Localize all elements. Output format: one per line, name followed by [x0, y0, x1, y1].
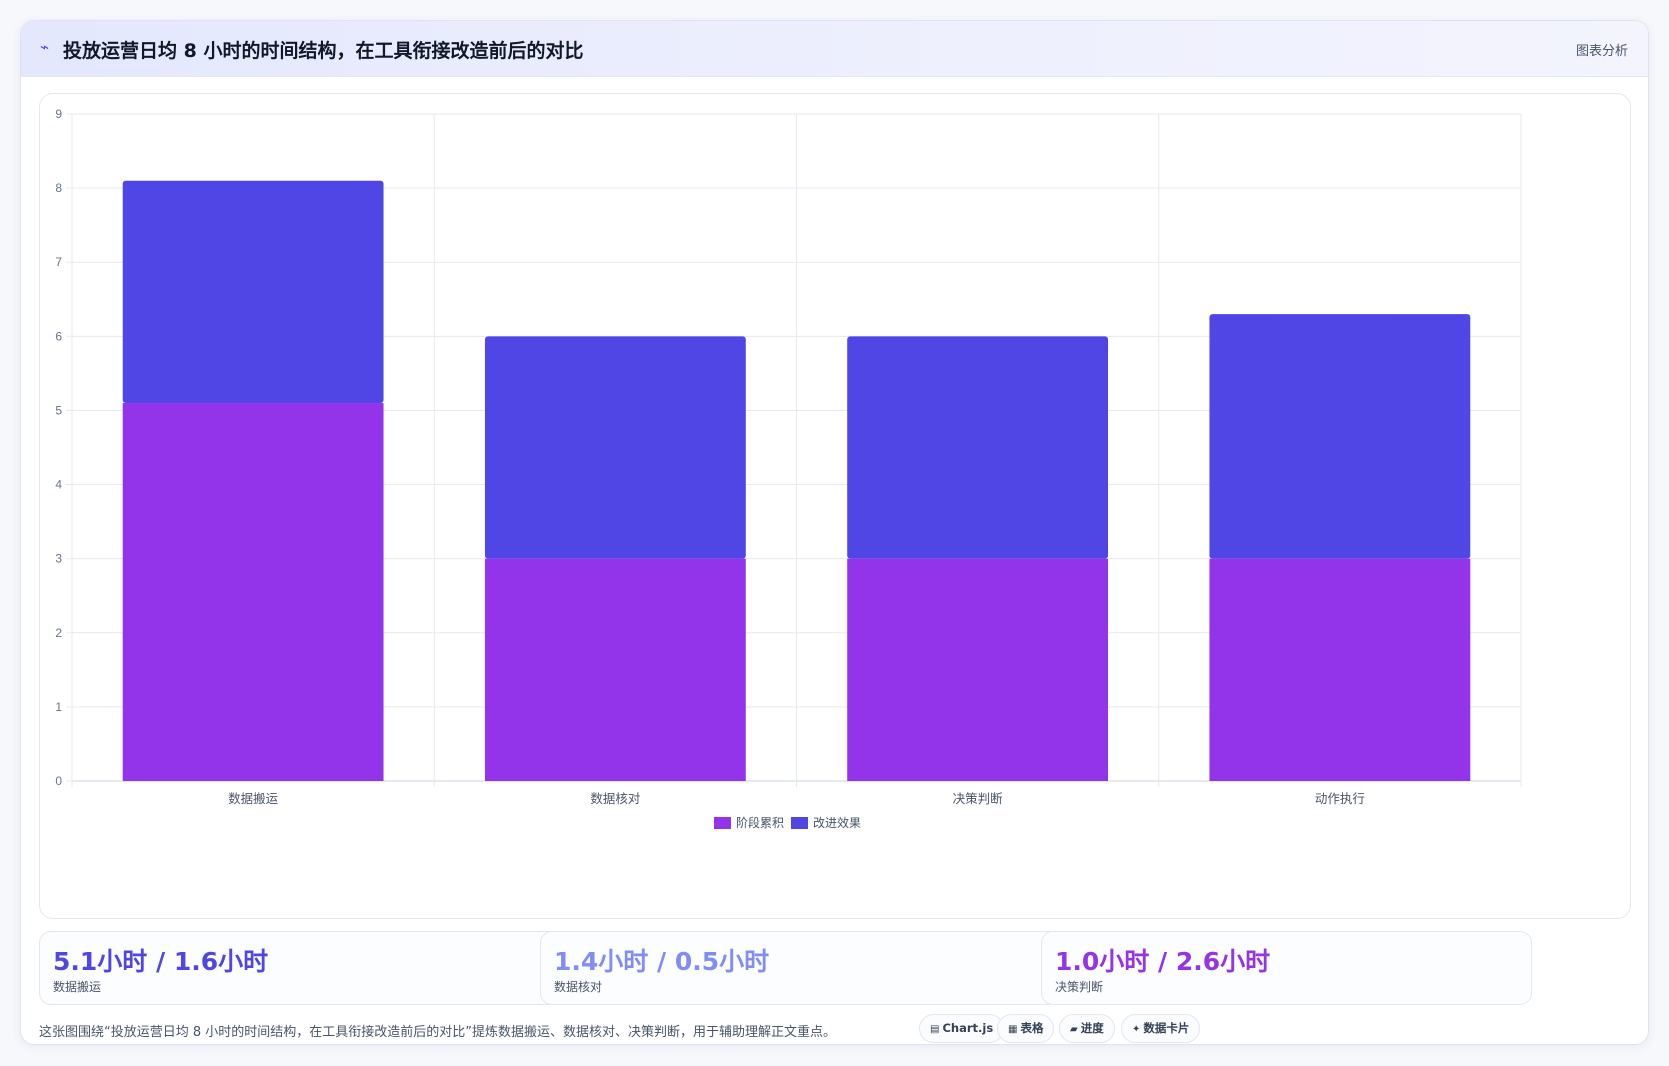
stat-value: 1.4小时 / 0.5小时 — [554, 947, 770, 976]
bar-stage-accumulated — [847, 558, 1109, 781]
stat-label: 决策判断 — [1055, 980, 1104, 994]
bar-improvement-effect — [847, 336, 1109, 559]
chart-title: 投放运营日均 8 小时的时间结构，在工具衔接改造前后的对比 — [63, 40, 584, 62]
stat-card: 1.0小时 / 2.6小时 决策判断 — [1041, 931, 1532, 1005]
table-chip[interactable]: ▦ 表格 — [997, 1014, 1055, 1043]
legend-swatch — [714, 817, 731, 829]
footer-note: 这张图围绕“投放运营日均 8 小时的时间结构，在工具衔接改造前后的对比”提炼数据… — [39, 1025, 837, 1040]
bar-stage-accumulated — [1209, 558, 1471, 781]
y-tick-label: 0 — [55, 774, 62, 788]
bar-improvement-effect — [122, 180, 384, 404]
y-tick-label: 8 — [55, 181, 62, 195]
data-card-chip[interactable]: ✦ 数据卡片 — [1121, 1014, 1201, 1043]
x-tick-label: 数据核对 — [590, 791, 640, 806]
y-tick-label: 4 — [55, 478, 62, 492]
chip-label: 表格 — [1020, 1021, 1044, 1035]
table-icon: ▦ — [1008, 1024, 1018, 1035]
y-tick-label: 9 — [55, 107, 62, 121]
bar-improvement-effect — [1209, 314, 1471, 559]
chartjs-chip[interactable]: ▤ Chart.js — [919, 1014, 1005, 1043]
bar-improvement-effect — [484, 336, 746, 559]
stat-card: 5.1小时 / 1.6小时 数据搬运 — [39, 931, 559, 1005]
wave-icon: ⌁ — [40, 38, 50, 56]
stat-label: 数据搬运 — [53, 980, 102, 994]
stat-value: 5.1小时 / 1.6小时 — [53, 947, 269, 976]
y-tick-label: 1 — [55, 700, 62, 714]
stat-label: 数据核对 — [554, 980, 603, 994]
y-tick-label: 6 — [55, 329, 62, 343]
stat-card: 1.4小时 / 0.5小时 数据核对 — [540, 931, 1060, 1005]
chart-icon: ▤ — [930, 1024, 940, 1035]
stat-value: 1.0小时 / 2.6小时 — [1055, 947, 1271, 976]
y-tick-label: 2 — [55, 626, 62, 640]
chart-panel: 0 1 2 3 4 5 6 7 8 9 数据搬运 数据核对 决策判断 动作执行阶段累积 改进效果 — [39, 93, 1631, 919]
x-tick-label: 动作执行 — [1315, 791, 1365, 806]
x-tick-label: 数据搬运 — [228, 791, 279, 806]
x-tick-label: 决策判断 — [953, 791, 1003, 806]
legend-label: 阶段累积 — [736, 815, 784, 830]
legend-label: 改进效果 — [813, 815, 861, 830]
y-tick-label: 7 — [55, 255, 62, 269]
stat-cards: 5.1小时 / 1.6小时 数据搬运 1.4小时 / 0.5小时 数据核对 1.… — [39, 931, 1631, 1005]
chart-card: ⌁ 投放运营日均 8 小时的时间结构，在工具衔接改造前后的对比 图表分析 0 1 2… — [20, 20, 1649, 1045]
sparkle-icon: ✦ — [1132, 1024, 1141, 1035]
chip-label: 数据卡片 — [1143, 1021, 1190, 1035]
bar-stage-accumulated — [484, 558, 746, 781]
y-tick-label: 5 — [55, 403, 62, 417]
progress-chip[interactable]: ▰ 进度 — [1059, 1014, 1115, 1043]
chip-label: 进度 — [1080, 1021, 1104, 1035]
card-header: ⌁ 投放运营日均 8 小时的时间结构，在工具衔接改造前后的对比 图表分析 — [21, 21, 1648, 77]
chip-label: Chart.js — [942, 1021, 994, 1035]
chart-analysis-button[interactable]: 图表分析 — [1575, 44, 1628, 59]
legend-swatch — [791, 817, 808, 829]
y-tick-label: 3 — [55, 552, 62, 566]
bar-stage-accumulated — [122, 403, 384, 781]
progress-icon: ▰ — [1070, 1024, 1078, 1035]
